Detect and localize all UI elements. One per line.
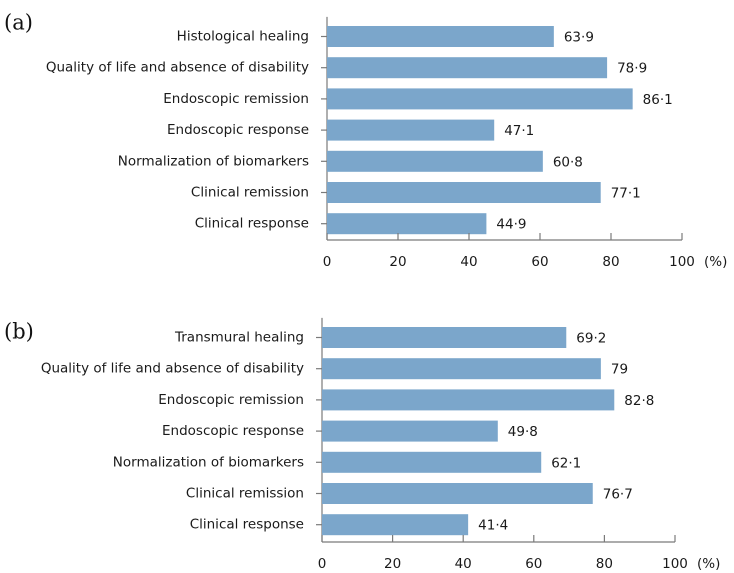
category-label: Histological healing bbox=[177, 29, 309, 45]
value-label: 47·1 bbox=[504, 123, 534, 139]
category-label: Endoscopic remission bbox=[158, 392, 304, 408]
bar bbox=[322, 358, 601, 380]
category-label: Endoscopic remission bbox=[163, 91, 309, 107]
category-label: Normalization of biomarkers bbox=[113, 454, 304, 470]
value-label: 82·8 bbox=[624, 393, 654, 409]
category-label: Clinical response bbox=[195, 216, 309, 232]
x-tick-label: 100 bbox=[669, 254, 695, 270]
x-tick-label: 40 bbox=[455, 556, 472, 572]
x-tick-label: 20 bbox=[389, 254, 406, 270]
category-label: Clinical remission bbox=[191, 185, 309, 201]
value-label: 44·9 bbox=[496, 217, 526, 233]
value-label: 77·1 bbox=[611, 186, 641, 202]
bar bbox=[322, 327, 567, 348]
x-tick-label: 0 bbox=[323, 254, 332, 270]
panel-label: (b) bbox=[4, 320, 34, 344]
value-label: 49·8 bbox=[508, 424, 538, 440]
category-label: Normalization of biomarkers bbox=[118, 153, 309, 169]
x-tick-label: 20 bbox=[384, 556, 401, 572]
value-label: 78·9 bbox=[617, 61, 647, 77]
x-tick-label: 40 bbox=[460, 254, 477, 270]
value-label: 62·1 bbox=[551, 455, 581, 471]
value-label: 63·9 bbox=[564, 30, 594, 46]
bar bbox=[322, 451, 542, 473]
bar bbox=[327, 119, 495, 141]
bar bbox=[322, 389, 615, 411]
bar bbox=[322, 514, 469, 536]
bar bbox=[322, 483, 593, 504]
category-label: Quality of life and absence of disabilit… bbox=[46, 60, 309, 76]
value-label: 69·2 bbox=[576, 331, 606, 347]
category-label: Quality of life and absence of disabilit… bbox=[41, 361, 304, 377]
category-label: Clinical response bbox=[190, 517, 304, 533]
x-tick-label: 80 bbox=[596, 556, 613, 572]
value-label: 79 bbox=[611, 362, 628, 378]
x-tick-label: 100 bbox=[662, 556, 688, 572]
panel-label: (a) bbox=[4, 11, 33, 35]
bar bbox=[327, 150, 543, 172]
category-label: Transmural healing bbox=[174, 330, 304, 346]
value-label: 76·7 bbox=[603, 487, 633, 503]
bar bbox=[327, 26, 554, 47]
bar bbox=[327, 57, 608, 79]
bar bbox=[327, 213, 487, 235]
category-label: Clinical remission bbox=[186, 486, 304, 502]
category-label: Endoscopic response bbox=[167, 122, 309, 138]
category-label: Endoscopic response bbox=[162, 423, 304, 439]
x-tick-label: 60 bbox=[531, 254, 548, 270]
x-tick-label: 0 bbox=[318, 556, 327, 572]
x-axis-unit: (%) bbox=[704, 254, 727, 270]
value-label: 86·1 bbox=[643, 92, 673, 108]
bar bbox=[327, 182, 601, 203]
value-label: 60·8 bbox=[553, 154, 583, 170]
x-axis-unit: (%) bbox=[697, 556, 720, 572]
x-tick-label: 60 bbox=[525, 556, 542, 572]
bar bbox=[327, 88, 633, 110]
x-tick-label: 80 bbox=[602, 254, 619, 270]
value-label: 41·4 bbox=[478, 518, 508, 534]
bar bbox=[322, 420, 498, 442]
